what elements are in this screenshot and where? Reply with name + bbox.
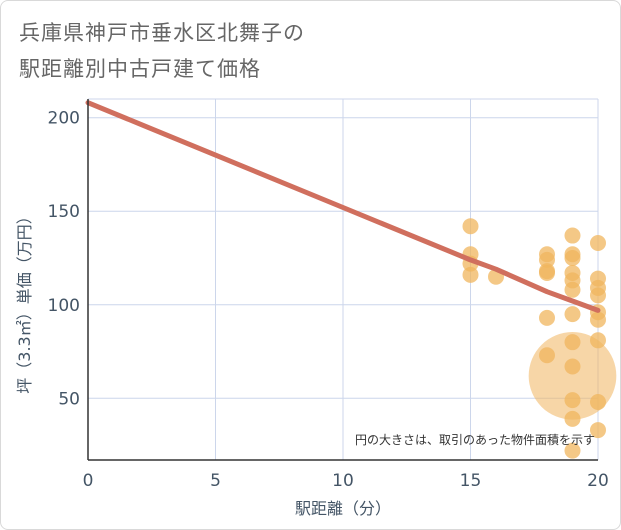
y-axis-title: 坪（3.3㎡）単価（万円） bbox=[15, 208, 34, 393]
chart-title: 兵庫県神戸市垂水区北舞子の 駅距離別中古戸建て価格 bbox=[19, 15, 579, 87]
scatter-point bbox=[564, 392, 581, 409]
scatter-point bbox=[539, 251, 555, 268]
axes bbox=[87, 99, 598, 461]
x-tick-label: 15 bbox=[460, 471, 482, 491]
size-legend-note: 円の大きさは、取引のあった物件面積を示す bbox=[355, 432, 595, 447]
scatter-point bbox=[590, 394, 606, 411]
trend-line-group bbox=[85, 100, 601, 313]
scatter-point bbox=[564, 281, 581, 298]
x-axis-title: 駅距離（分） bbox=[295, 499, 391, 518]
trend-line bbox=[85, 100, 601, 313]
y-tick-label: 150 bbox=[48, 202, 80, 222]
scatter-point bbox=[564, 306, 581, 323]
scatter-point bbox=[590, 311, 606, 328]
y-tick-label: 50 bbox=[58, 389, 80, 409]
x-tick-label: 5 bbox=[210, 471, 221, 491]
scatter-point bbox=[590, 235, 606, 252]
chart-title-line2: 駅距離別中古戸建て価格 bbox=[19, 57, 261, 81]
scatter-point bbox=[590, 332, 606, 349]
x-tick-label: 20 bbox=[587, 471, 609, 491]
y-tick-label: 100 bbox=[48, 296, 80, 316]
x-tick-label: 0 bbox=[83, 471, 94, 491]
x-tick-label: 10 bbox=[332, 471, 354, 491]
scatter-point bbox=[462, 266, 479, 283]
scatter-point bbox=[564, 410, 581, 427]
scatter-point bbox=[564, 227, 581, 244]
y-tick-label: 200 bbox=[48, 109, 80, 129]
scatter-point bbox=[590, 422, 606, 439]
data-points bbox=[462, 218, 617, 459]
scatter-point bbox=[539, 264, 555, 281]
tick-labels: 50 100 150 200 0 5 10 15 20 bbox=[48, 109, 609, 491]
scatter-point bbox=[564, 442, 581, 459]
scatter-point bbox=[539, 309, 555, 326]
chart-title-line1: 兵庫県神戸市垂水区北舞子の bbox=[19, 21, 305, 45]
scatter-point bbox=[462, 218, 479, 235]
scatter-point bbox=[564, 249, 581, 266]
scatter-point bbox=[590, 287, 606, 304]
